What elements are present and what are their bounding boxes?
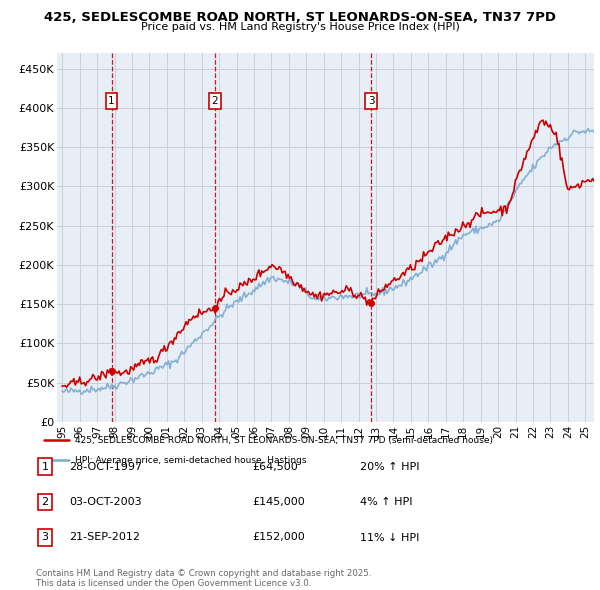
Text: Contains HM Land Registry data © Crown copyright and database right 2025.
This d: Contains HM Land Registry data © Crown c… xyxy=(36,569,371,588)
Text: 1: 1 xyxy=(108,96,115,106)
Text: Price paid vs. HM Land Registry's House Price Index (HPI): Price paid vs. HM Land Registry's House … xyxy=(140,22,460,32)
Text: 11% ↓ HPI: 11% ↓ HPI xyxy=(360,533,419,542)
Text: 3: 3 xyxy=(368,96,374,106)
Text: 2: 2 xyxy=(41,497,49,507)
Text: HPI: Average price, semi-detached house, Hastings: HPI: Average price, semi-detached house,… xyxy=(74,455,306,465)
Text: 20% ↑ HPI: 20% ↑ HPI xyxy=(360,462,419,471)
Text: 425, SEDLESCOMBE ROAD NORTH, ST LEONARDS-ON-SEA, TN37 7PD (semi-detached house): 425, SEDLESCOMBE ROAD NORTH, ST LEONARDS… xyxy=(74,435,493,445)
Text: £64,500: £64,500 xyxy=(252,462,298,471)
Text: 425, SEDLESCOMBE ROAD NORTH, ST LEONARDS-ON-SEA, TN37 7PD: 425, SEDLESCOMBE ROAD NORTH, ST LEONARDS… xyxy=(44,11,556,24)
Text: £145,000: £145,000 xyxy=(252,497,305,507)
Text: £152,000: £152,000 xyxy=(252,533,305,542)
Text: 03-OCT-2003: 03-OCT-2003 xyxy=(69,497,142,507)
Text: 21-SEP-2012: 21-SEP-2012 xyxy=(69,533,140,542)
Text: 2: 2 xyxy=(211,96,218,106)
Text: 1: 1 xyxy=(41,462,49,471)
Text: 3: 3 xyxy=(41,533,49,542)
Text: 4% ↑ HPI: 4% ↑ HPI xyxy=(360,497,413,507)
Text: 28-OCT-1997: 28-OCT-1997 xyxy=(69,462,142,471)
